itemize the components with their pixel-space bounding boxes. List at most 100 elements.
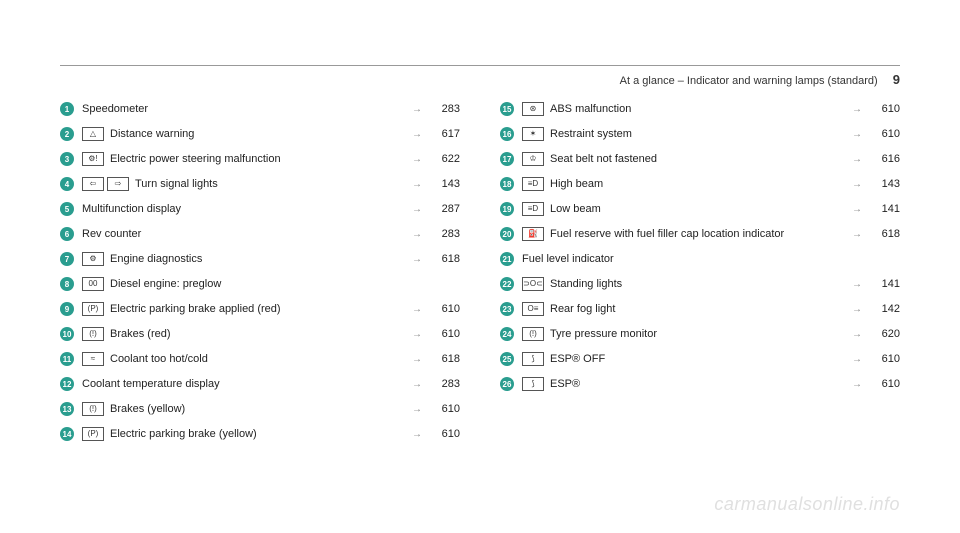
item-label: Seat belt not fastened	[550, 153, 844, 165]
item-number-badge: 2	[60, 127, 74, 141]
page-ref-number: 620	[870, 328, 900, 340]
list-item: 21 Fuel level indicator	[500, 250, 900, 268]
page-ref-arrow: →	[852, 304, 862, 315]
page-ref-number: 618	[430, 253, 460, 265]
indicator-icon: ⚙!	[82, 152, 104, 166]
indicator-icon: ⇨	[107, 177, 129, 191]
page-ref-number: 610	[430, 428, 460, 440]
item-label: Electric parking brake applied (red)	[110, 303, 404, 315]
page-ref-arrow: →	[852, 229, 862, 240]
list-item: 10(!)Brakes (red)→610	[60, 325, 460, 343]
page-ref-arrow: →	[412, 429, 422, 440]
indicator-icon: ⟆	[522, 377, 544, 391]
item-number-badge: 5	[60, 202, 74, 216]
indicator-icon: ⟆	[522, 352, 544, 366]
item-label: Distance warning	[110, 128, 404, 140]
indicator-icon: ⛽	[522, 227, 544, 241]
page-ref-arrow: →	[412, 329, 422, 340]
indicator-icon: ⊛	[522, 102, 544, 116]
item-number-badge: 18	[500, 177, 514, 191]
page-ref-arrow: →	[412, 129, 422, 140]
item-number-badge: 6	[60, 227, 74, 241]
page-ref-number: 287	[430, 203, 460, 215]
page-ref-number: 618	[430, 353, 460, 365]
item-label: Brakes (red)	[110, 328, 404, 340]
item-label: ESP®	[550, 378, 844, 390]
item-number-badge: 22	[500, 277, 514, 291]
item-label: Electric parking brake (yellow)	[110, 428, 404, 440]
list-item: 18≡DHigh beam→143	[500, 175, 900, 193]
item-label: Turn signal lights	[135, 178, 404, 190]
item-label: ESP® OFF	[550, 353, 844, 365]
item-number-badge: 17	[500, 152, 514, 166]
item-label: Fuel level indicator	[522, 253, 870, 265]
item-label: ABS malfunction	[550, 103, 844, 115]
item-number-badge: 26	[500, 377, 514, 391]
item-label: Multifunction display	[82, 203, 404, 215]
indicator-icon: ≈	[82, 352, 104, 366]
indicator-icon: O≡	[522, 302, 544, 316]
list-item: 25⟆ESP® OFF→610	[500, 350, 900, 368]
item-label: Coolant temperature display	[82, 378, 404, 390]
list-item: 12 Coolant temperature display → 283	[60, 375, 460, 393]
item-number-badge: 16	[500, 127, 514, 141]
page-ref-number: 610	[430, 328, 460, 340]
page-ref-arrow: →	[852, 329, 862, 340]
indicator-icon: ⊃O⊂	[522, 277, 544, 291]
item-number-badge: 19	[500, 202, 514, 216]
page-ref-number: 610	[430, 303, 460, 315]
indicator-icon: ✶	[522, 127, 544, 141]
page-ref-arrow: →	[852, 154, 862, 165]
page-ref-number: 283	[430, 228, 460, 240]
page-ref-number: 610	[870, 103, 900, 115]
list-item: 7⚙Engine diagnostics→618	[60, 250, 460, 268]
indicator-icon: ≡D	[522, 177, 544, 191]
indicator-icon: 00	[82, 277, 104, 291]
header-divider	[60, 65, 900, 66]
page-ref-arrow: →	[852, 179, 862, 190]
page-ref-number: 283	[430, 103, 460, 115]
page-header: At a glance – Indicator and warning lamp…	[620, 72, 900, 87]
page-ref-arrow: →	[852, 104, 862, 115]
right-column: 15⊛ABS malfunction→61016✶Restraint syste…	[500, 100, 900, 443]
page-ref-number: 617	[430, 128, 460, 140]
page-ref-number: 141	[870, 203, 900, 215]
page-ref-arrow: →	[412, 254, 422, 265]
item-number-badge: 21	[500, 252, 514, 266]
page-ref-arrow: →	[412, 154, 422, 165]
item-number-badge: 3	[60, 152, 74, 166]
item-number-badge: 12	[60, 377, 74, 391]
item-number-badge: 13	[60, 402, 74, 416]
item-label: Electric power steering malfunction	[110, 153, 404, 165]
item-number-badge: 10	[60, 327, 74, 341]
item-number-badge: 8	[60, 277, 74, 291]
page-ref-arrow: →	[412, 354, 422, 365]
item-label: Tyre pressure monitor	[550, 328, 844, 340]
item-label: Fuel reserve with fuel filler cap locati…	[550, 228, 844, 240]
header-title: At a glance – Indicator and warning lamp…	[620, 75, 878, 87]
list-item: 9(P)Electric parking brake applied (red)…	[60, 300, 460, 318]
list-item: 24(!)Tyre pressure monitor→620	[500, 325, 900, 343]
header-page: 9	[893, 72, 900, 87]
page-ref-number: 283	[430, 378, 460, 390]
page-ref-arrow: →	[412, 379, 422, 390]
indicator-icon: (!)	[82, 402, 104, 416]
indicator-icon: ⚙	[82, 252, 104, 266]
item-label: Rear fog light	[550, 303, 844, 315]
page-ref-number: 616	[870, 153, 900, 165]
page-ref-arrow: →	[852, 204, 862, 215]
item-label: Standing lights	[550, 278, 844, 290]
page-ref-number: 618	[870, 228, 900, 240]
list-item: 5Multifunction display→287	[60, 200, 460, 218]
list-item: 2△Distance warning→617	[60, 125, 460, 143]
indicator-icon: ♔	[522, 152, 544, 166]
item-number-badge: 23	[500, 302, 514, 316]
item-label: Engine diagnostics	[110, 253, 404, 265]
item-number-badge: 24	[500, 327, 514, 341]
item-number-badge: 14	[60, 427, 74, 441]
content-columns: 1Speedometer→2832△Distance warning→6173⚙…	[60, 100, 900, 443]
indicator-icon: ⇦	[82, 177, 104, 191]
page-ref-arrow: →	[412, 179, 422, 190]
list-item: 19≡DLow beam→141	[500, 200, 900, 218]
list-item: 6Rev counter→283	[60, 225, 460, 243]
